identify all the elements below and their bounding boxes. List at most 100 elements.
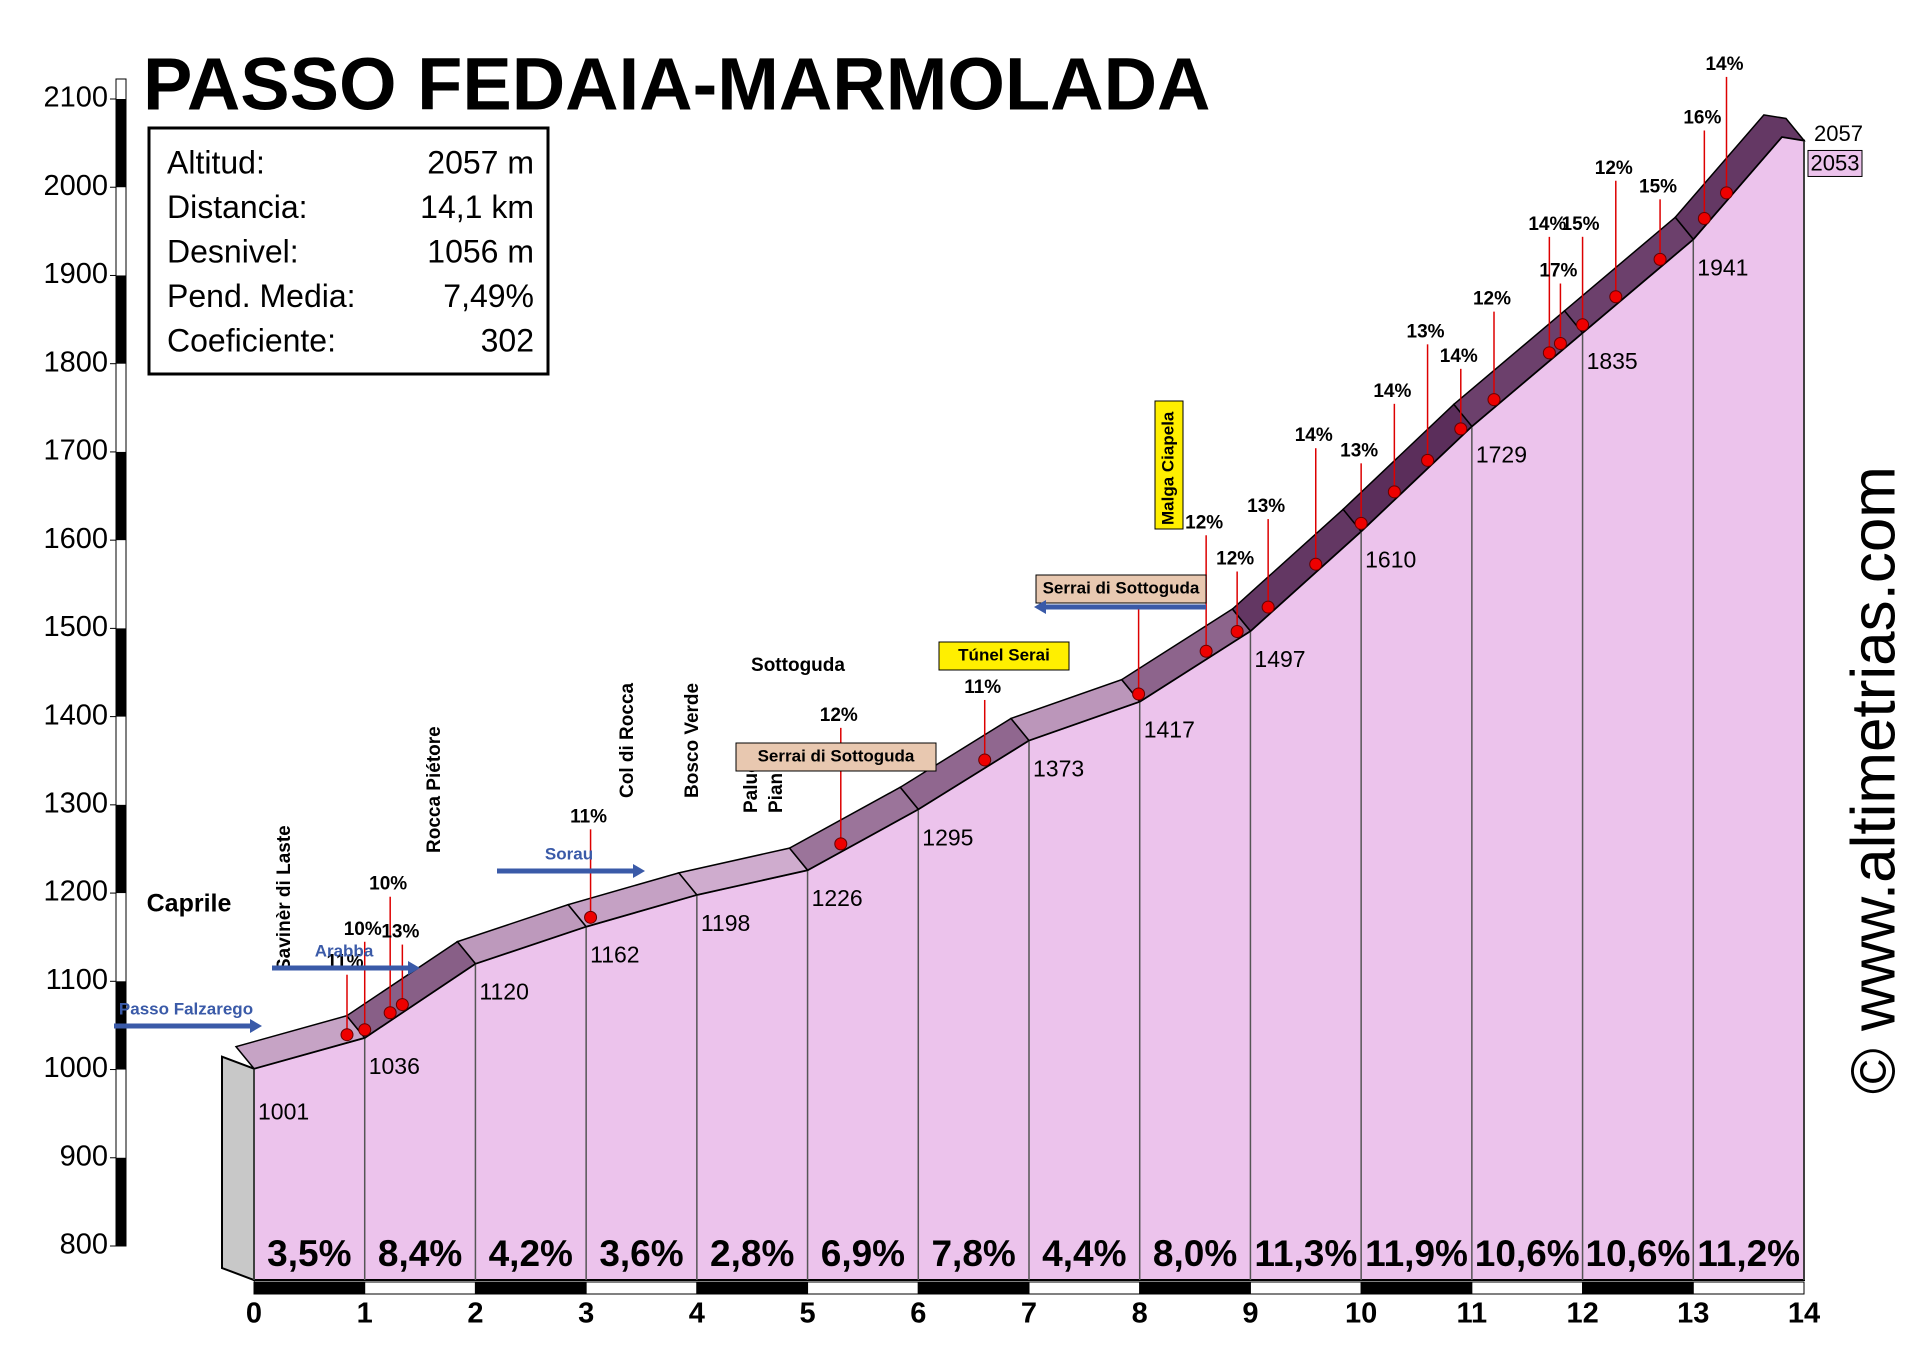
gradient-point <box>1609 290 1623 304</box>
info-label: Desnivel: <box>167 233 299 269</box>
elevation-box <box>1807 149 1863 177</box>
y-tick-label: 1200 <box>43 876 108 908</box>
segment-label: 8,0% <box>1153 1233 1237 1274</box>
elevation-label: 1001 <box>258 1099 309 1125</box>
gradient-point <box>1653 252 1667 266</box>
place-arrowhead <box>633 864 645 878</box>
x-tick-label: 5 <box>800 1298 816 1330</box>
gradient-label: 12% <box>1595 158 1633 179</box>
profile-side <box>221 1055 255 1282</box>
km-ruler <box>1582 1281 1694 1295</box>
gradient-point <box>1487 393 1501 407</box>
gradient-point <box>1576 318 1590 332</box>
gradient-label: 12% <box>820 705 858 726</box>
y-ruler-block <box>116 804 126 894</box>
km-ruler <box>1360 1281 1473 1295</box>
gradient-label: 13% <box>1247 496 1285 517</box>
info-value: 14,1 km <box>420 189 534 225</box>
chart-title: PASSO FEDAIA-MARMOLADA <box>143 43 1210 126</box>
elevation-label: 1295 <box>922 824 973 850</box>
elevation-label: 1198 <box>701 910 750 936</box>
gradient-label: 11% <box>570 806 607 827</box>
place-label: Passo Falzarego <box>119 999 253 1018</box>
gradient-label: 15% <box>1562 214 1600 235</box>
x-tick-label: 2 <box>467 1298 483 1330</box>
segment-label: 2,8% <box>710 1233 794 1274</box>
gradient-point <box>1542 346 1556 360</box>
y-ruler-block <box>116 99 126 188</box>
place-label: Savinèr di Laste <box>274 825 295 971</box>
elevation-label: 2053 <box>1811 150 1860 175</box>
gradient-label: 11% <box>964 677 1001 698</box>
gradient-point <box>1421 453 1435 467</box>
info-rows: Altitud: 2057 m Distancia: 14,1 km Desnivel:… <box>167 144 534 358</box>
elevation-label: 1835 <box>1587 348 1638 374</box>
info-value: 2057 m <box>427 144 534 180</box>
place-label: Pian <box>766 773 787 813</box>
segment-label: 8,4% <box>378 1233 462 1274</box>
gradient-label: 12% <box>1216 549 1254 570</box>
gradient-point <box>1309 557 1323 571</box>
place-label: Col di Rocca <box>617 682 638 798</box>
elevation-label: 1941 <box>1697 254 1748 280</box>
x-tick-label: 6 <box>910 1298 926 1330</box>
place-label: Arabba <box>315 941 374 960</box>
gradient-point <box>1697 211 1711 225</box>
x-tick-label: 1 <box>357 1298 373 1330</box>
road-band <box>1674 114 1806 241</box>
elevation-label: 2057 <box>1814 121 1863 146</box>
gradient-label: 14% <box>1528 214 1566 235</box>
y-ruler-block <box>116 1157 126 1246</box>
info-value: 7,49% <box>443 278 534 314</box>
gradient-point <box>834 837 848 851</box>
gradient-label: 15% <box>1639 176 1677 197</box>
segment-label: 3,5% <box>267 1233 351 1274</box>
km-ruler <box>1692 1281 1805 1295</box>
gradient-point <box>1387 485 1401 499</box>
place-label: Serrai di Sottoguda <box>758 746 915 765</box>
place-box <box>938 641 1070 671</box>
info-label: Altitud: <box>167 144 265 180</box>
km-ruler <box>1028 1281 1141 1295</box>
km-ruler <box>807 1281 919 1295</box>
gradient-point <box>1720 186 1733 200</box>
x-tick-label: 7 <box>1021 1298 1037 1330</box>
y-tick-label: 1300 <box>43 788 108 820</box>
gradient-point <box>1199 644 1213 658</box>
place-label: Sorau <box>545 844 593 863</box>
y-ruler-block <box>116 275 126 364</box>
place-arrowhead <box>408 961 420 975</box>
km-ruler <box>1139 1281 1251 1295</box>
place-box <box>735 742 937 772</box>
place-label: Caprile <box>147 890 232 918</box>
info-label: Distancia: <box>167 189 308 225</box>
gradient-point <box>584 910 598 924</box>
place-label: Serrai di Sottoguda <box>1043 578 1200 597</box>
gradient-point <box>1230 625 1244 639</box>
segment-label: 11,3% <box>1254 1233 1357 1274</box>
gradient-label: 13% <box>381 922 419 943</box>
x-tick-label: 0 <box>246 1298 262 1330</box>
place-label: Rocca Piétore <box>424 726 445 853</box>
km-ruler <box>1471 1281 1584 1295</box>
gradient-point <box>1354 516 1368 530</box>
gradient-label: 13% <box>1340 440 1378 461</box>
gradient-label: 16% <box>1683 108 1721 129</box>
segment-label: 3,6% <box>599 1233 683 1274</box>
y-tick-label: 1900 <box>43 258 108 290</box>
info-value: 1056 m <box>427 233 534 269</box>
elevation-label: 1610 <box>1365 546 1416 572</box>
gradient-point <box>1132 687 1146 701</box>
place-arrowhead <box>1034 600 1046 614</box>
segment-label: 11,9% <box>1365 1233 1468 1274</box>
elevation-label: 1497 <box>1254 646 1305 672</box>
segment-label: 4,2% <box>489 1233 573 1274</box>
y-tick-label: 800 <box>60 1229 108 1261</box>
gradient-point <box>1454 422 1468 436</box>
km-ruler <box>474 1281 587 1295</box>
info-value: 302 <box>481 322 534 358</box>
gradient-point <box>978 753 992 767</box>
y-tick-label: 1400 <box>43 699 108 731</box>
